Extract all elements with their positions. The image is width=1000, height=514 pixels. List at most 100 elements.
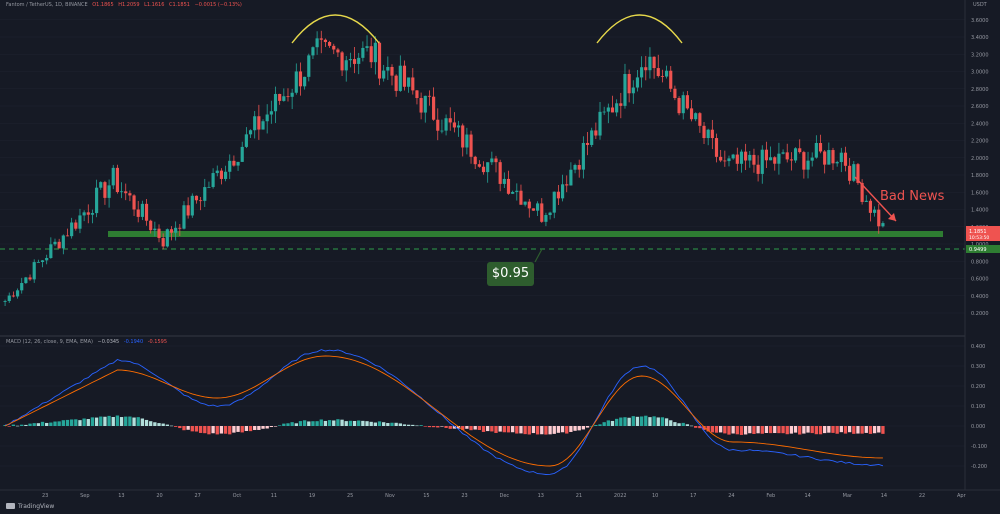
- candle-body: [124, 191, 128, 194]
- macd-hist-bar: [169, 425, 174, 427]
- candle-body: [548, 212, 552, 216]
- macd-hist-bar: [82, 418, 86, 426]
- candle-body: [635, 77, 640, 88]
- candle-body: [273, 93, 278, 112]
- macd-hist-bar: [477, 426, 482, 431]
- candle-body: [348, 59, 352, 61]
- candle-body: [577, 165, 581, 170]
- macd-hist-bar: [427, 426, 432, 428]
- price-tick-label: 3.0000: [971, 70, 989, 76]
- candle-body: [74, 222, 78, 229]
- macd-hist-bar: [65, 419, 70, 426]
- time-tick-label: 24: [728, 493, 734, 499]
- candle-body: [723, 160, 727, 162]
- macd-hist-bar: [827, 426, 831, 433]
- price-tick-label: 0.2000: [971, 311, 989, 317]
- candle-body: [332, 45, 336, 50]
- candle-body: [178, 227, 182, 229]
- candle-body: [303, 76, 307, 87]
- time-tick-label: 11: [271, 493, 277, 499]
- time-tick-label: 14: [881, 493, 887, 499]
- macd-hist-bar: [689, 425, 694, 427]
- macd-tick-label: 0.400: [971, 344, 985, 350]
- macd-hist-bar: [860, 426, 864, 434]
- macd-hist-bar: [581, 426, 586, 430]
- candle-body: [357, 57, 361, 64]
- candle-body: [852, 164, 856, 181]
- macd-histogram-value: −0.0345: [97, 339, 120, 345]
- macd-hist-bar: [194, 426, 199, 432]
- candle-body: [24, 277, 28, 284]
- macd-hist-bar: [307, 421, 311, 426]
- macd-title[interactable]: MACD (12, 26, close, 9, EMA, EMA): [6, 339, 93, 345]
- candle-body: [153, 228, 157, 231]
- candle-body: [3, 301, 7, 302]
- support-price-badge: [966, 245, 1000, 253]
- macd-hist-bar: [486, 426, 490, 432]
- macd-hist-bar: [119, 417, 124, 426]
- candle-body: [53, 241, 57, 245]
- macd-hist-bar: [78, 420, 82, 426]
- candle-body: [756, 164, 760, 174]
- candle-body: [65, 235, 70, 237]
- macd-hist-bar: [223, 426, 228, 434]
- macd-hist-bar: [294, 423, 298, 426]
- macd-hist-bar: [336, 419, 340, 426]
- macd-hist-bar: [211, 426, 215, 434]
- candle-body: [344, 60, 348, 71]
- candle-body: [128, 193, 132, 196]
- macd-hist-bar: [286, 423, 290, 426]
- macd-hist-bar: [498, 426, 502, 432]
- candle-body: [748, 154, 752, 161]
- candle-body: [681, 95, 685, 114]
- macd-hist-bar: [793, 426, 798, 433]
- macd-hist-bar: [531, 426, 536, 434]
- macd-hist-bar: [798, 426, 802, 435]
- macd-hist-bar: [664, 418, 669, 426]
- macd-hist-bar: [768, 426, 773, 434]
- macd-hist-bar: [698, 426, 702, 429]
- time-tick-label: Feb: [766, 493, 775, 499]
- macd-hist-bar: [369, 421, 373, 426]
- candle-body: [802, 152, 806, 170]
- macd-tick-label: 0.000: [971, 424, 985, 430]
- macd-hist-bar: [411, 424, 415, 426]
- candle-body: [32, 262, 36, 280]
- candle-body: [107, 185, 111, 198]
- candle-body: [315, 38, 319, 48]
- tradingview-brand[interactable]: TradingView: [6, 503, 54, 510]
- macd-hist-bar: [502, 426, 506, 433]
- macd-hist-bar: [856, 426, 860, 434]
- candle-body: [257, 116, 261, 130]
- candle-body: [182, 205, 186, 229]
- macd-hist-bar: [340, 419, 344, 426]
- candle-body: [174, 227, 178, 233]
- candle-body: [49, 244, 53, 258]
- macd-hist-bar: [789, 426, 794, 434]
- macd-hist-bar: [644, 415, 648, 426]
- candle-body: [644, 67, 648, 71]
- price-tick-label: 2.6000: [971, 104, 989, 110]
- symbol-title[interactable]: Fantom / TetherUS, 1D, BINANCE: [6, 2, 88, 8]
- candle-body: [486, 162, 490, 173]
- time-tick-label: Oct: [233, 493, 242, 499]
- macd-hist-bar: [140, 418, 145, 426]
- macd-hist-bar: [24, 424, 28, 426]
- macd-hist-bar: [656, 417, 660, 426]
- macd-hist-bar: [115, 415, 120, 426]
- candle-body: [689, 108, 694, 120]
- price-axis-currency: USDT: [973, 2, 988, 8]
- candle-body: [856, 164, 860, 183]
- macd-hist-bar: [510, 426, 515, 433]
- candle-body: [536, 203, 540, 211]
- candle-body: [90, 213, 95, 215]
- macd-hist-bar: [635, 416, 640, 426]
- macd-hist-bar: [269, 426, 274, 428]
- candle-body: [515, 190, 519, 192]
- candle-body: [11, 295, 15, 297]
- macd-hist-bar: [198, 426, 203, 433]
- macd-hist-bar: [332, 420, 336, 426]
- macd-hist-bar: [565, 426, 569, 434]
- macd-hist-bar: [124, 416, 128, 426]
